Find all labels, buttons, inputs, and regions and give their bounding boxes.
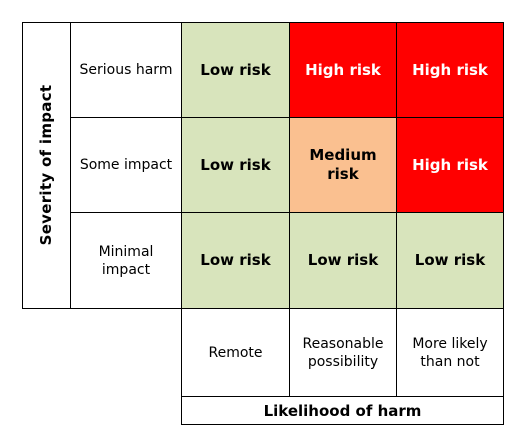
- risk-cell: High risk: [289, 22, 397, 118]
- risk-cell: Low risk: [181, 212, 290, 309]
- column-label-remote: Remote: [181, 308, 290, 397]
- risk-cell: Low risk: [181, 22, 290, 118]
- column-label-reasonable-possibility: Reasonable possibility: [289, 308, 397, 397]
- risk-cell: High risk: [396, 117, 504, 213]
- risk-cell: Low risk: [181, 117, 290, 213]
- x-axis-title: Likelihood of harm: [181, 396, 504, 425]
- y-axis-box: [22, 22, 71, 309]
- row-label-serious-harm: Serious harm: [70, 22, 182, 118]
- risk-cell: Medium risk: [289, 117, 397, 213]
- risk-cell: Low risk: [289, 212, 397, 309]
- row-label-minimal-impact: Minimal impact: [70, 212, 182, 309]
- column-label-more-likely-than-not: More likely than not: [396, 308, 504, 397]
- row-label-some-impact: Some impact: [70, 117, 182, 213]
- risk-cell: Low risk: [396, 212, 504, 309]
- risk-cell: High risk: [396, 22, 504, 118]
- y-axis-title: Severity of impact: [37, 84, 55, 246]
